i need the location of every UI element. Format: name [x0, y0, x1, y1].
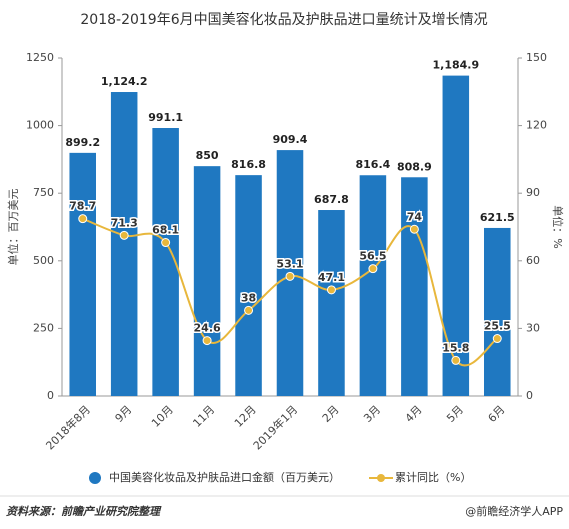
bar-value-label: 899.2: [65, 136, 100, 149]
y-axis-label: 单位：百万美元: [6, 189, 20, 266]
y-tick-label: 250: [33, 321, 54, 334]
line-point: [409, 224, 419, 234]
x-tick-label: 12月: [232, 403, 259, 430]
bar: [235, 175, 262, 396]
bar: [318, 210, 345, 396]
line-point: [119, 230, 129, 240]
legend-label: 累计同比（%）: [395, 471, 471, 484]
bar-value-label: 816.4: [356, 158, 391, 171]
line-point: [161, 238, 171, 248]
line-value-label: 71.3: [111, 216, 138, 229]
x-tick-label: 2月: [320, 403, 342, 425]
x-tick-label: 9月: [113, 403, 135, 425]
line-value-label: 56.5: [359, 250, 386, 263]
bar-value-label: 991.1: [148, 111, 183, 124]
x-tick-label: 6月: [486, 403, 508, 425]
bar-value-label: 1,124.2: [101, 75, 148, 88]
x-tick-label: 2019年1月: [250, 402, 300, 452]
bar-value-label: 909.4: [273, 133, 308, 146]
bar: [69, 152, 96, 396]
y2-tick-label: 150: [526, 51, 547, 64]
bar-value-label: 687.8: [314, 193, 349, 206]
line-point: [492, 334, 502, 344]
bar: [193, 166, 221, 396]
y2-axis-label: 单位：%: [551, 205, 565, 248]
line-value-label: 47.1: [318, 271, 345, 284]
y2-tick-label: 60: [526, 254, 540, 267]
line-point: [202, 336, 212, 346]
x-tick-label: 2018年8月: [43, 402, 93, 452]
line-point: [78, 214, 88, 224]
x-tick-label: 4月: [403, 403, 425, 425]
line-value-label: 24.6: [194, 322, 221, 335]
line-point: [326, 285, 336, 295]
y-tick-label: 1000: [26, 119, 54, 132]
line-value-label: 74: [407, 210, 423, 223]
y2-tick-label: 30: [526, 321, 540, 334]
legend-marker: [89, 472, 101, 484]
line-value-label: 15.8: [442, 341, 469, 354]
bar: [110, 92, 138, 396]
legend-marker: [377, 474, 385, 482]
y2-tick-label: 0: [526, 389, 533, 402]
line-value-label: 68.1: [152, 224, 179, 237]
legend-label: 中国美容化妆品及护肤品进口金额（百万美元）: [109, 470, 340, 484]
line-value-label: 38: [241, 291, 256, 304]
bar: [484, 227, 511, 396]
line-value-label: 25.5: [484, 320, 511, 333]
y-tick-label: 750: [33, 186, 54, 199]
x-tick-label: 11月: [190, 403, 217, 430]
line-point: [451, 355, 461, 365]
source: 资料来源：前瞻产业研究院整理: [6, 505, 162, 518]
y2-tick-label: 90: [526, 186, 540, 199]
y-tick-label: 0: [47, 389, 54, 402]
bar-value-label: 1,184.9: [432, 59, 479, 72]
y2-tick-label: 120: [526, 119, 547, 132]
line-point: [244, 305, 254, 315]
line-point: [368, 264, 378, 274]
line-point: [285, 271, 295, 281]
x-tick-label: 10月: [149, 403, 176, 430]
y-tick-label: 1250: [26, 51, 54, 64]
x-tick-label: 3月: [361, 403, 383, 425]
x-tick-label: 5月: [444, 403, 466, 425]
bar-value-label: 816.8: [231, 158, 266, 171]
bar-value-label: 808.9: [397, 160, 432, 173]
y-tick-label: 500: [33, 254, 54, 267]
chart-title: 2018-2019年6月中国美容化妆品及护肤品进口量统计及增长情况: [80, 11, 487, 28]
brand: @前瞻经济学人APP: [465, 504, 563, 518]
bar-value-label: 850: [196, 149, 219, 162]
bar: [401, 177, 428, 396]
line-value-label: 53.1: [276, 257, 303, 270]
line-value-label: 78.7: [69, 200, 96, 213]
bar-value-label: 621.5: [480, 211, 515, 224]
bar: [359, 175, 387, 396]
